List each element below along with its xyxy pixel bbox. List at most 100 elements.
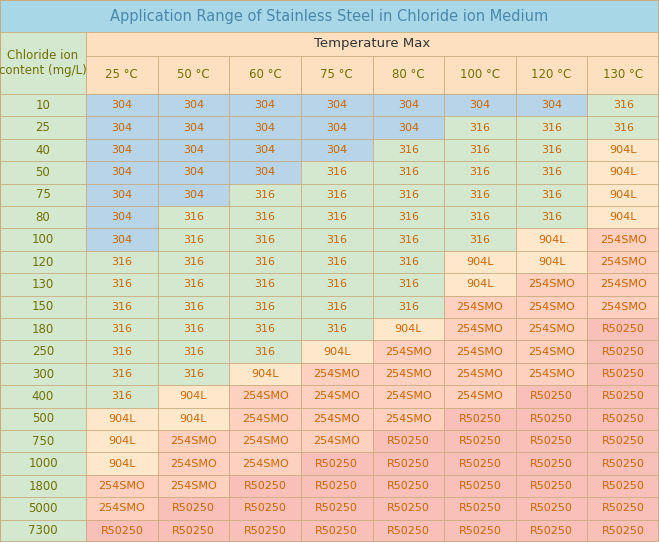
- Bar: [229, 453, 301, 475]
- Text: 1000: 1000: [28, 457, 58, 470]
- Bar: [444, 273, 516, 295]
- Bar: [0, 273, 86, 295]
- Bar: [0, 117, 86, 139]
- Text: 1800: 1800: [28, 480, 58, 493]
- Bar: [0, 32, 86, 94]
- Text: 904L: 904L: [610, 212, 637, 222]
- Text: 10: 10: [36, 99, 51, 112]
- Text: 904L: 904L: [466, 257, 494, 267]
- Text: 254SMO: 254SMO: [242, 459, 289, 469]
- Bar: [0, 161, 86, 184]
- Bar: [229, 228, 301, 251]
- Bar: [444, 340, 516, 363]
- Text: R50250: R50250: [602, 459, 645, 469]
- Text: R50250: R50250: [459, 436, 501, 446]
- Bar: [372, 340, 444, 363]
- Bar: [372, 453, 444, 475]
- Bar: [516, 161, 587, 184]
- Bar: [86, 228, 158, 251]
- Text: 904L: 904L: [251, 369, 279, 379]
- Bar: [158, 139, 229, 161]
- Bar: [86, 251, 158, 273]
- Text: 254SMO: 254SMO: [242, 391, 289, 402]
- Text: 316: 316: [111, 257, 132, 267]
- Bar: [86, 161, 158, 184]
- Text: 904L: 904L: [108, 414, 136, 424]
- Text: 150: 150: [32, 300, 54, 313]
- Bar: [229, 497, 301, 520]
- Text: 50 °C: 50 °C: [177, 68, 210, 81]
- Text: 304: 304: [111, 100, 132, 110]
- Text: 40: 40: [36, 144, 51, 157]
- Text: 904L: 904L: [108, 436, 136, 446]
- Bar: [229, 94, 301, 117]
- Bar: [86, 32, 659, 56]
- Bar: [158, 453, 229, 475]
- Bar: [301, 251, 372, 273]
- Bar: [158, 228, 229, 251]
- Bar: [516, 520, 587, 542]
- Bar: [372, 161, 444, 184]
- Text: R50250: R50250: [459, 414, 501, 424]
- Bar: [516, 295, 587, 318]
- Text: R50250: R50250: [602, 481, 645, 491]
- Bar: [229, 318, 301, 340]
- Text: 254SMO: 254SMO: [600, 257, 646, 267]
- Bar: [301, 94, 372, 117]
- Text: 254SMO: 254SMO: [528, 346, 575, 357]
- Bar: [587, 520, 659, 542]
- Bar: [372, 251, 444, 273]
- Bar: [301, 56, 372, 94]
- Text: 316: 316: [326, 257, 347, 267]
- Text: 316: 316: [541, 167, 562, 177]
- Text: 316: 316: [254, 324, 275, 334]
- Bar: [86, 56, 158, 94]
- Bar: [86, 475, 158, 497]
- Text: 75: 75: [36, 188, 51, 201]
- Text: 254SMO: 254SMO: [600, 279, 646, 289]
- Text: 316: 316: [469, 122, 490, 133]
- Bar: [301, 385, 372, 408]
- Bar: [301, 228, 372, 251]
- Text: 316: 316: [111, 279, 132, 289]
- Bar: [229, 385, 301, 408]
- Text: 130 °C: 130 °C: [603, 68, 643, 81]
- Text: 316: 316: [326, 212, 347, 222]
- Text: 254SMO: 254SMO: [600, 302, 646, 312]
- Bar: [301, 318, 372, 340]
- Bar: [516, 251, 587, 273]
- Bar: [587, 228, 659, 251]
- Text: 904L: 904L: [610, 167, 637, 177]
- Bar: [86, 94, 158, 117]
- Bar: [516, 453, 587, 475]
- Text: 316: 316: [254, 302, 275, 312]
- Text: 316: 316: [183, 235, 204, 244]
- Bar: [158, 94, 229, 117]
- Text: 316: 316: [183, 302, 204, 312]
- Bar: [86, 520, 158, 542]
- Text: 254SMO: 254SMO: [457, 346, 503, 357]
- Bar: [158, 430, 229, 453]
- Bar: [444, 94, 516, 117]
- Text: R50250: R50250: [602, 324, 645, 334]
- Text: 316: 316: [183, 324, 204, 334]
- Text: 750: 750: [32, 435, 54, 448]
- Bar: [587, 340, 659, 363]
- Text: 316: 316: [111, 324, 132, 334]
- Bar: [229, 139, 301, 161]
- Text: 316: 316: [254, 190, 275, 200]
- Bar: [516, 430, 587, 453]
- Text: 120: 120: [32, 255, 54, 268]
- Bar: [587, 408, 659, 430]
- Text: 25 °C: 25 °C: [105, 68, 138, 81]
- Text: 25: 25: [36, 121, 51, 134]
- Text: 304: 304: [111, 167, 132, 177]
- Text: 316: 316: [326, 324, 347, 334]
- Text: 316: 316: [183, 212, 204, 222]
- Bar: [0, 228, 86, 251]
- Text: 254SMO: 254SMO: [98, 481, 145, 491]
- Text: 304: 304: [183, 167, 204, 177]
- Text: 904L: 904L: [180, 391, 207, 402]
- Text: 304: 304: [183, 100, 204, 110]
- Text: 254SMO: 254SMO: [528, 279, 575, 289]
